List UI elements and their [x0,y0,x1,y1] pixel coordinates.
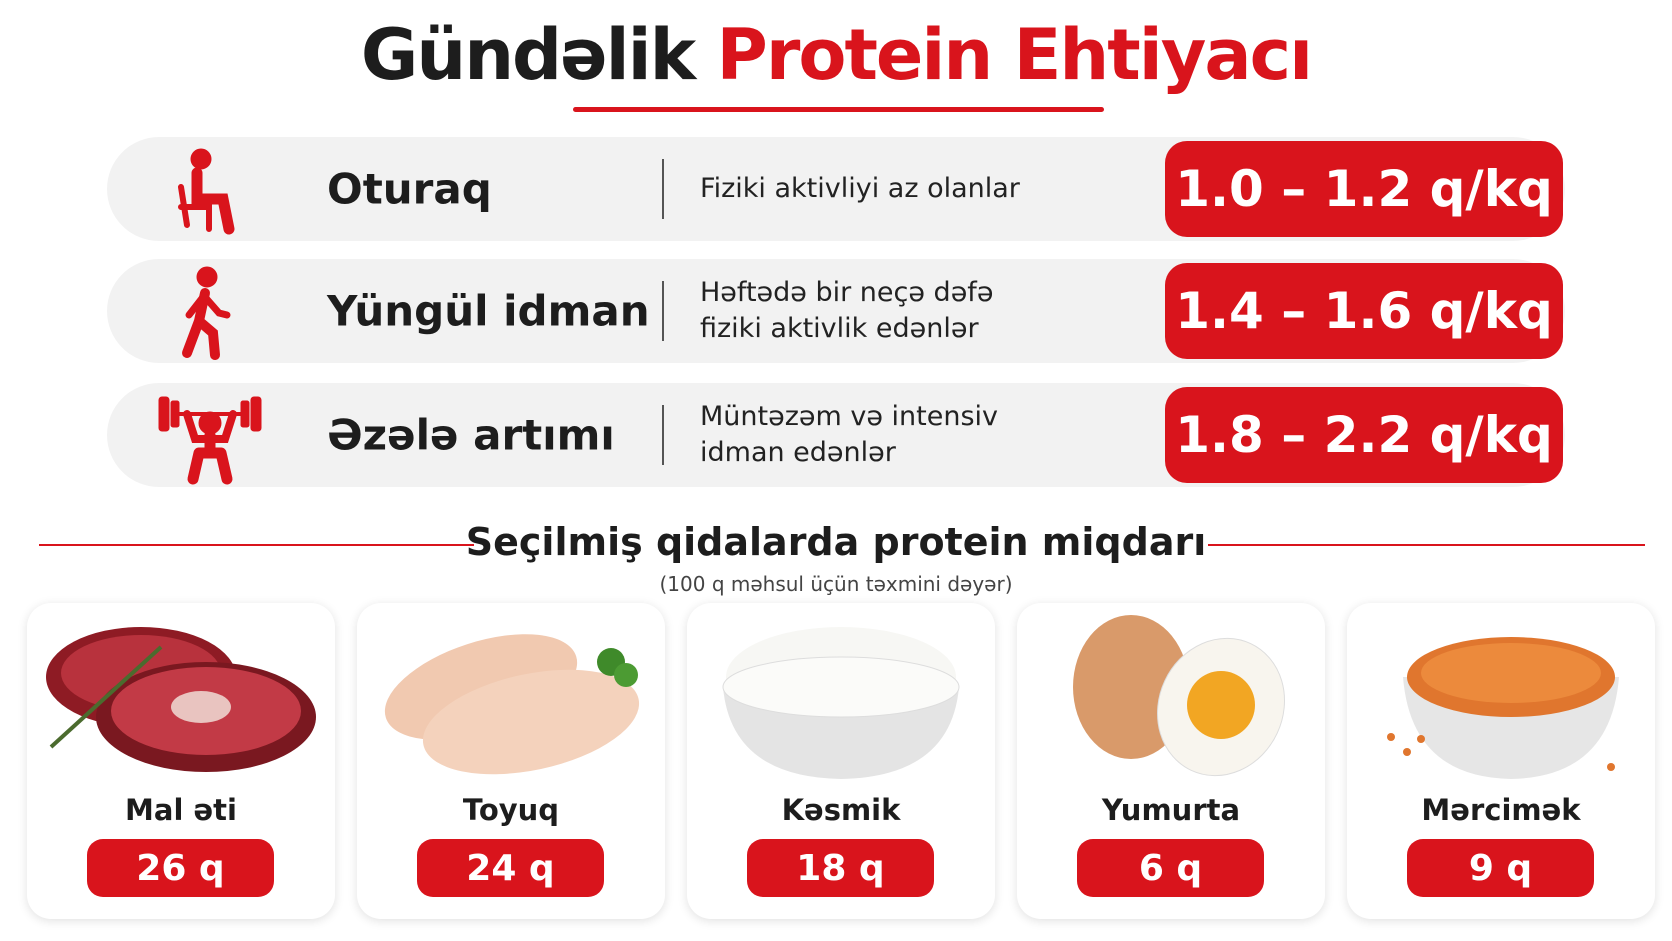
food-name: Mərcimək [1421,793,1581,827]
food-image [31,607,331,791]
level-row: Əzələ artımı Müntəzəm və intensiv idman ed… [107,383,1565,487]
level-description: Həftədə bir neçə dəfə fiziki aktivlik edə… [700,275,993,347]
food-amount: 18 q [747,839,934,897]
level-label: Yüngül idman [327,286,650,336]
food-image [1021,607,1321,791]
food-image [361,607,661,791]
description-line: Həftədə bir neçə dəfə [700,277,994,308]
divider [662,281,664,341]
level-description: Müntəzəm və intensiv idman edənlər [700,399,998,471]
foods-title: Seçilmiş qidalarda protein miqdarı [465,520,1207,564]
food-name: Toyuq [462,793,560,827]
level-icon [157,383,267,491]
title-underline [573,107,1104,112]
divider [662,405,664,465]
level-value: 1.8 – 2.2 q/kq [1165,387,1563,483]
description-line: Fiziki aktivliyi az olanlar [700,173,1020,204]
title-red: Protein Ehtiyacı [716,14,1314,96]
divider [662,159,664,219]
level-row: Oturaq Fiziki aktivliyi az olanlar 1.0 – 1… [107,137,1565,241]
level-icon [157,259,257,367]
food-amount: 26 q [87,839,274,897]
food-card: Yumurta 6 q [1017,603,1325,919]
level-description: Fiziki aktivliyi az olanlar [700,171,1020,207]
food-name: Kəsmik [781,793,901,827]
food-card: Mərcimək 9 q [1347,603,1655,919]
food-image [1351,607,1651,791]
title-dark: Gündəlik [360,14,696,96]
level-value: 1.0 – 1.2 q/kq [1165,141,1563,237]
divider-line [1208,544,1645,546]
food-card: Toyuq 24 q [357,603,665,919]
food-card: Kəsmik 18 q [687,603,995,919]
foods-subtitle: (100 q məhsul üçün təxmini dəyər) [659,572,1013,596]
food-amount: 24 q [417,839,604,897]
level-value: 1.4 – 1.6 q/kq [1165,263,1563,359]
description-line: idman edənlər [700,437,896,468]
description-line: fiziki aktivlik edənlər [700,313,979,344]
food-name: Mal əti [125,793,237,827]
food-image [691,607,991,791]
food-card: Mal əti 26 q [27,603,335,919]
description-line: Müntəzəm və intensiv [700,401,999,432]
level-row: Yüngül idman Həftədə bir neçə dəfə fiziki … [107,259,1565,363]
divider-line [39,544,474,546]
food-amount: 9 q [1407,839,1594,897]
level-label: Oturaq [327,164,492,214]
level-label: Əzələ artımı [327,410,615,460]
title: Gündəlik Protein Ehtiyacı [0,14,1672,96]
food-name: Yumurta [1101,793,1241,827]
food-amount: 6 q [1077,839,1264,897]
level-icon [157,137,257,245]
